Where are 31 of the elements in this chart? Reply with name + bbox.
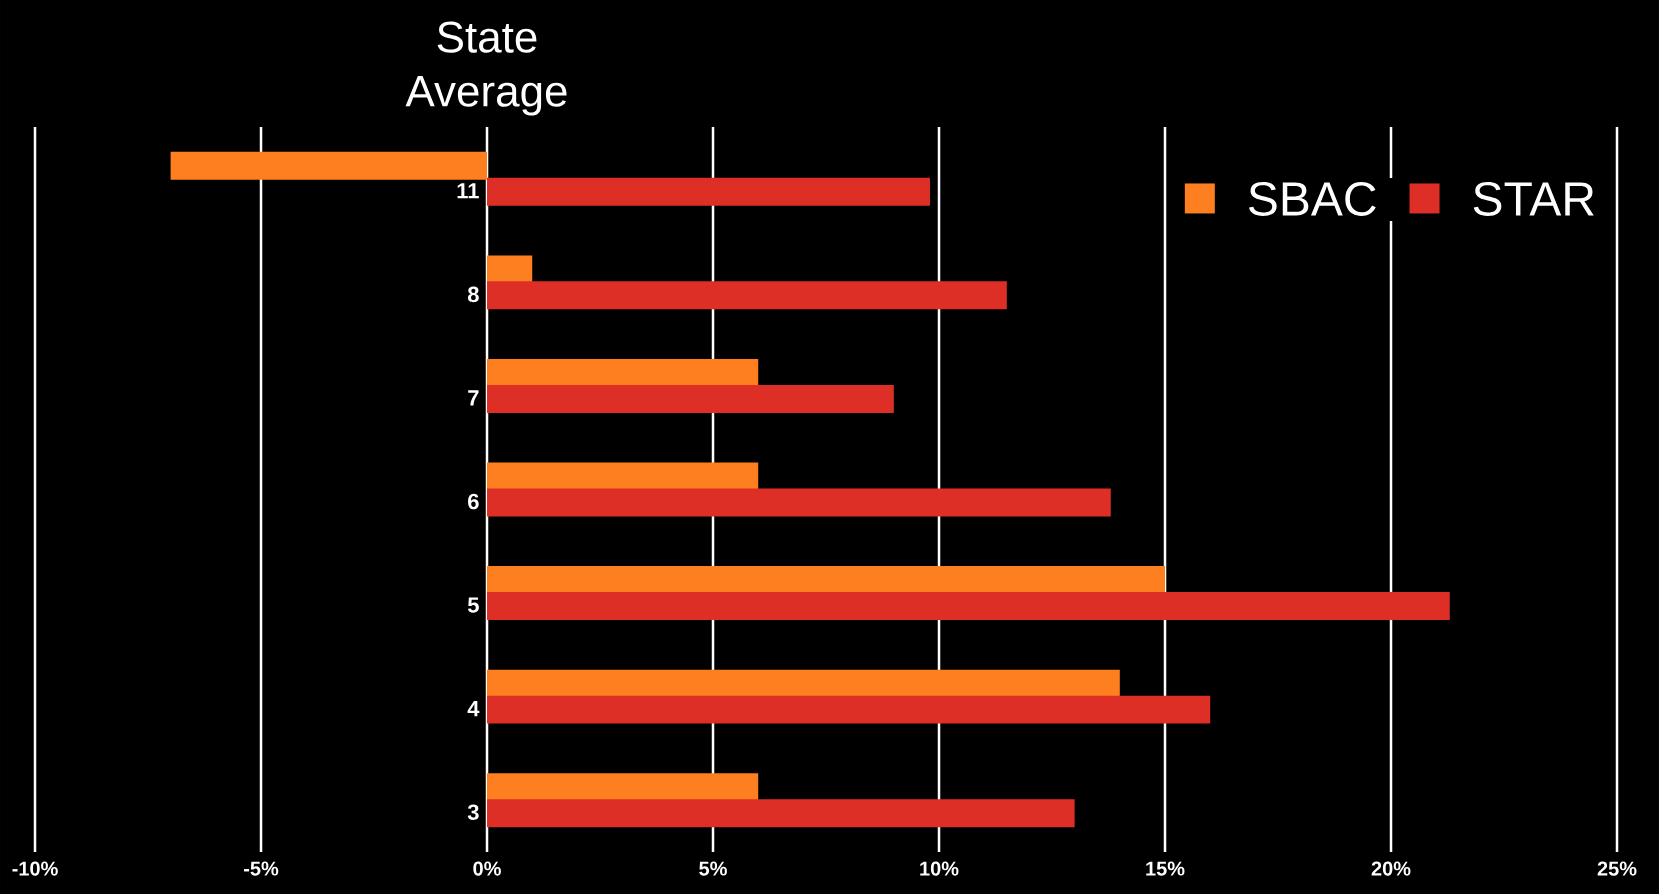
x-tick-label: -5%	[244, 861, 279, 876]
bar	[487, 695, 1211, 724]
x-tick-label: 25%	[1597, 861, 1637, 876]
x-tick-label: -10%	[12, 861, 58, 876]
y-tick-label: 4	[467, 701, 480, 717]
y-tick-label: 6	[468, 493, 479, 510]
y-tick-label: 8	[467, 286, 479, 303]
x-tick-label: 20%	[1371, 861, 1411, 876]
bar	[487, 384, 894, 413]
chart-title: State Average	[405, 21, 567, 116]
x-tick-label: 15%	[1146, 861, 1185, 876]
x-tick-label: 10%	[920, 861, 959, 876]
y-tick-label: 11	[457, 183, 479, 199]
bar	[487, 488, 1111, 517]
bar	[487, 799, 1075, 828]
y-tick-label: 3	[467, 804, 479, 821]
x-tick-label: 0%	[473, 861, 501, 876]
bar	[487, 592, 1450, 621]
bar	[487, 566, 1166, 595]
bar	[487, 255, 533, 284]
bar	[170, 151, 488, 180]
y-tick-label: 5	[467, 597, 479, 613]
y-tick-label: 7	[468, 390, 479, 406]
legend-label: STAR	[1473, 181, 1594, 216]
x-tick-label: 5%	[699, 861, 727, 876]
bar	[487, 177, 930, 206]
legend-label: SBAC	[1249, 181, 1376, 216]
bar	[487, 358, 759, 387]
bar	[487, 773, 759, 802]
bar	[487, 281, 1007, 310]
bar	[487, 669, 1120, 698]
